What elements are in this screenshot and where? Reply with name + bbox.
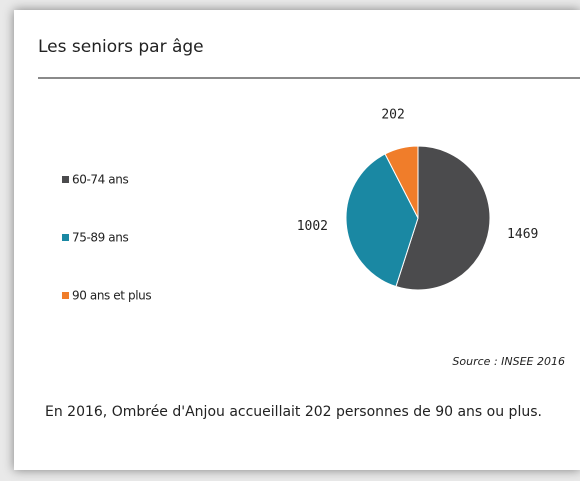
card: Les seniors par âge Source : INSEE 2016 … [14,10,580,470]
legend-label: 90 ans et plus [72,289,151,303]
legend-swatch [62,176,69,183]
legend-swatch [62,234,69,241]
legend-label: 60-74 ans [72,173,128,187]
chart-title: Les seniors par âge [38,37,204,57]
chart: Les seniors par âge Source : INSEE 2016 … [38,37,580,368]
data-label: 1002 [297,219,328,234]
caption: En 2016, Ombrée d'Anjou accueillait 202 … [45,404,542,420]
pie-slice [395,145,491,291]
pie-slice [345,153,419,288]
data-label: 202 [381,107,404,122]
legend-label: 75-89 ans [72,231,128,245]
source: Source : INSEE 2016 [452,355,565,368]
pie-slice [384,145,419,219]
legend-swatch [62,292,69,299]
data-label: 1469 [507,227,538,242]
